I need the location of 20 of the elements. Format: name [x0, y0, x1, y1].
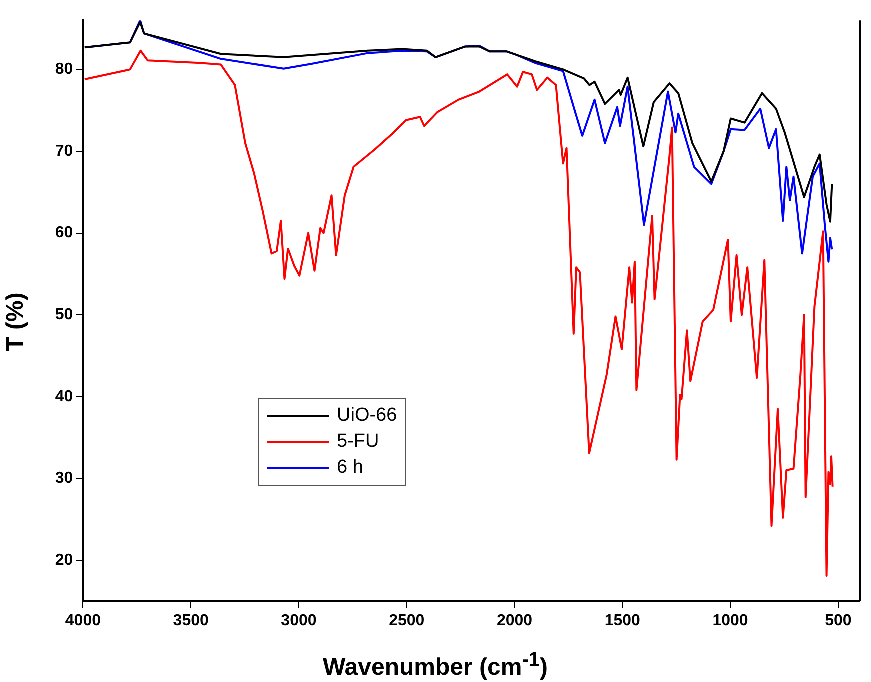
x-tick-label: 1500 [604, 612, 641, 630]
x-tick-label: 4000 [65, 612, 102, 630]
x-tick-label: 1000 [712, 612, 748, 630]
legend-label: 5-FU [337, 430, 380, 454]
legend-label: UiO-66 [337, 404, 398, 428]
x-tick-label: 2500 [389, 612, 425, 630]
x-axis-title: Wavenumber (cm$^{-1}$) [322, 649, 549, 682]
y-tick-label: 70 [55, 142, 74, 160]
x-tick-label: 2000 [496, 612, 533, 630]
x-tick-label: 500 [825, 612, 852, 630]
y-tick-label: 50 [55, 306, 74, 324]
x-tick-label: 3000 [281, 612, 317, 630]
y-tick-label: 20 [55, 552, 74, 569]
y-tick-label: 40 [55, 388, 74, 406]
y-axis-title: T (%) [2, 292, 30, 354]
y-tick-label: 60 [55, 224, 74, 242]
x-tick-label: 3500 [173, 612, 209, 630]
legend-label: 6 h [337, 456, 364, 480]
y-tick-label: 30 [55, 470, 74, 488]
y-tick-label: 80 [55, 61, 74, 78]
